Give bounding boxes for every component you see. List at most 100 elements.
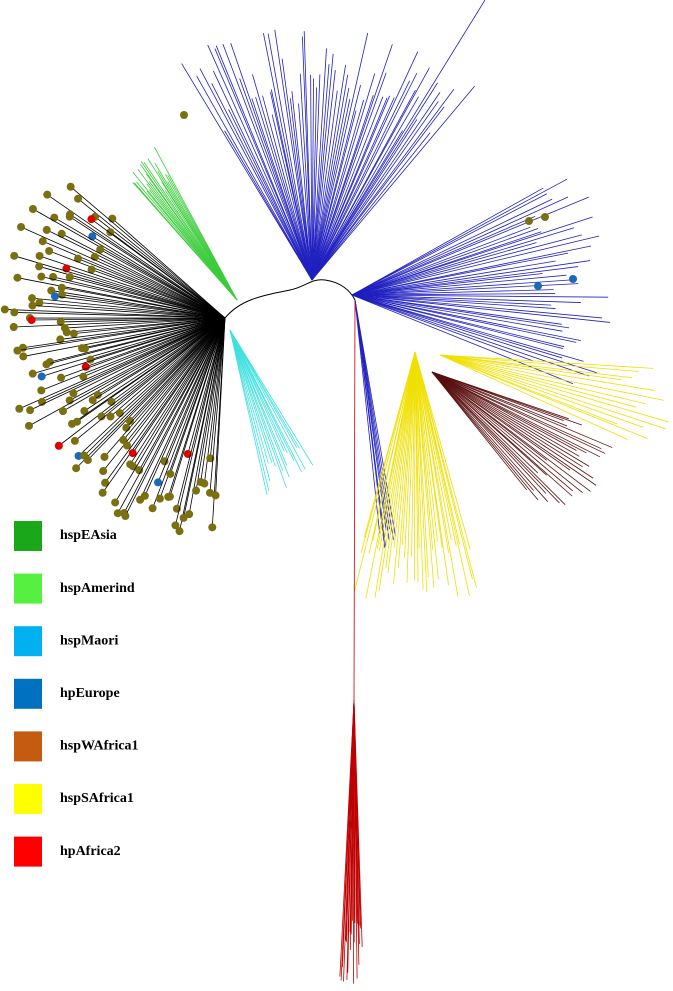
branch xyxy=(431,371,574,492)
branch xyxy=(351,266,579,296)
leaf-dot xyxy=(171,521,180,530)
branch xyxy=(351,294,609,298)
branch xyxy=(200,317,226,483)
branch xyxy=(374,351,416,598)
branch xyxy=(431,371,528,491)
leaf-dot xyxy=(35,262,44,271)
leaf-dot xyxy=(160,457,169,466)
branch xyxy=(14,255,226,319)
branch xyxy=(123,317,226,514)
branch xyxy=(60,317,226,379)
branch xyxy=(431,371,606,454)
branch xyxy=(351,228,539,296)
leaf-dot xyxy=(180,111,188,119)
branch xyxy=(39,302,226,319)
leaf-dot xyxy=(125,416,134,425)
branch xyxy=(41,317,226,377)
branch xyxy=(125,317,226,428)
leaf-dot xyxy=(87,215,96,224)
branch xyxy=(73,317,226,394)
branch xyxy=(229,329,306,470)
branch xyxy=(209,317,226,459)
leaf-dot xyxy=(96,245,105,254)
branch xyxy=(431,371,547,461)
branch xyxy=(439,354,646,405)
branch xyxy=(351,242,537,296)
leaf-dot xyxy=(37,386,46,395)
branch xyxy=(83,317,226,377)
branch xyxy=(229,329,268,495)
branch xyxy=(92,236,226,319)
leaf-dot xyxy=(35,298,44,307)
leaf-dot xyxy=(81,344,90,353)
leaf-dot xyxy=(54,441,63,450)
branch xyxy=(122,317,226,441)
branch xyxy=(351,294,556,309)
branch xyxy=(351,293,556,296)
leaf-dot xyxy=(58,407,67,416)
branch xyxy=(351,294,552,306)
leaf-dot xyxy=(73,417,82,426)
branch xyxy=(229,329,285,452)
leaf-dot xyxy=(211,491,220,500)
leaf-dot xyxy=(87,265,96,274)
branch xyxy=(298,103,313,281)
branch xyxy=(351,294,534,362)
branch xyxy=(29,317,226,411)
branch xyxy=(110,317,226,417)
leaf-dot xyxy=(50,213,59,222)
branch xyxy=(14,312,226,319)
branch xyxy=(351,234,583,296)
branch xyxy=(77,198,226,319)
branch xyxy=(301,36,313,281)
leaf-dot xyxy=(17,222,26,231)
branch xyxy=(311,95,374,281)
leaf-dot xyxy=(79,372,88,381)
branch xyxy=(41,317,226,403)
branch xyxy=(39,255,226,319)
leaf-dot xyxy=(98,488,107,497)
branch xyxy=(439,354,669,423)
leaf-dot xyxy=(106,412,115,421)
branch xyxy=(60,317,226,340)
branch xyxy=(351,294,582,342)
branch xyxy=(414,351,473,580)
legend-swatch xyxy=(14,731,42,762)
branch xyxy=(61,233,226,319)
branch xyxy=(199,68,313,281)
leaf-dot xyxy=(10,251,19,260)
leaf-dot xyxy=(192,486,201,495)
branch xyxy=(439,354,654,369)
leaf-dot xyxy=(73,254,82,263)
branch xyxy=(75,317,226,469)
branch xyxy=(229,329,271,481)
leaf-dot xyxy=(24,421,33,430)
branch xyxy=(32,317,226,375)
branch xyxy=(431,371,580,457)
legend-swatch xyxy=(14,784,42,814)
branch xyxy=(311,70,336,281)
branch xyxy=(431,371,564,422)
branch xyxy=(431,371,577,451)
branch xyxy=(351,294,589,377)
branch xyxy=(94,216,226,319)
leaf-dot xyxy=(97,412,106,421)
branch xyxy=(311,84,361,281)
branch xyxy=(311,74,321,281)
leaf-dot xyxy=(74,451,83,460)
branch xyxy=(406,351,416,583)
branch xyxy=(132,317,226,454)
branch xyxy=(351,231,542,296)
branch xyxy=(311,32,369,281)
branch xyxy=(414,351,471,550)
legend-swatch xyxy=(14,678,42,709)
branch xyxy=(46,317,226,365)
leaf-dot xyxy=(122,423,131,432)
branch xyxy=(431,371,539,501)
branch xyxy=(311,86,475,281)
branch xyxy=(311,80,411,281)
branch xyxy=(311,78,314,281)
legend-label: hspMaori xyxy=(60,633,118,648)
branch xyxy=(351,294,563,359)
branch xyxy=(351,196,569,296)
